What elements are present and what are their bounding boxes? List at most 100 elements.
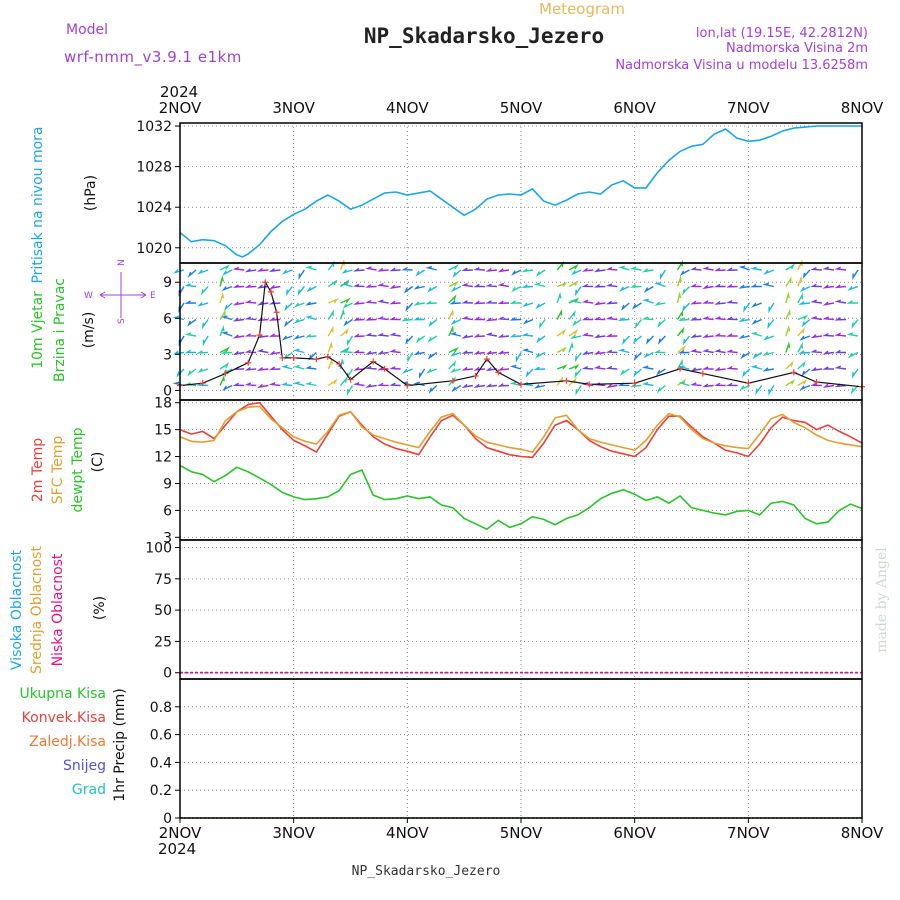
wind-barb bbox=[509, 317, 522, 321]
wind-barb bbox=[569, 298, 582, 304]
x-tick-label-top: 6NOV bbox=[613, 99, 656, 117]
wind-barb bbox=[785, 341, 791, 353]
lonlat-label: lon,lat (19.15E, 42.2812N) bbox=[696, 26, 868, 41]
y-tick-label: 3 bbox=[163, 530, 172, 546]
wind-barb bbox=[405, 335, 414, 345]
cloud-unit: (%) bbox=[92, 596, 108, 620]
wind-barb bbox=[461, 316, 473, 321]
wind-barb bbox=[605, 365, 618, 370]
y-tick-label: 0 bbox=[163, 666, 172, 682]
wind-barb bbox=[574, 352, 582, 363]
wind-barb bbox=[449, 300, 461, 305]
footer-station: NP_Skadarsko_Jezero bbox=[352, 864, 501, 879]
wind-gust-marker bbox=[279, 354, 286, 361]
compass-n: N bbox=[117, 259, 127, 266]
wind-barb bbox=[221, 331, 233, 337]
wind-barb bbox=[740, 351, 751, 360]
wind-barb bbox=[834, 317, 847, 321]
wind-barb bbox=[389, 316, 401, 321]
wind-barb bbox=[556, 281, 568, 288]
wind-barb bbox=[402, 368, 413, 374]
wind-barb bbox=[339, 376, 348, 386]
wind-barb bbox=[763, 335, 775, 341]
wind-barb bbox=[413, 316, 425, 321]
wind-barb bbox=[389, 332, 401, 337]
wind-barb bbox=[797, 314, 809, 321]
wind-barb bbox=[485, 383, 497, 388]
sfc-temp-line bbox=[179, 405, 863, 454]
wind-barb bbox=[676, 326, 685, 337]
wind-barb bbox=[851, 319, 859, 330]
y-tick-label: 1028 bbox=[136, 160, 172, 176]
wind-barb bbox=[448, 264, 459, 271]
wind-barb bbox=[352, 349, 365, 354]
wind-barb bbox=[593, 284, 606, 288]
wind-barb bbox=[659, 269, 666, 281]
wind-barb bbox=[497, 366, 510, 371]
y-tick-label: 18 bbox=[154, 396, 172, 412]
wind-barb bbox=[449, 332, 461, 337]
wind-barb bbox=[389, 267, 401, 272]
wind-barb bbox=[257, 301, 269, 306]
dewpt-label: dewpt Temp bbox=[70, 427, 86, 512]
wind-barb bbox=[571, 269, 582, 276]
top-time-axis: 2NOV 3NOV 4NOV 5NOV 6NOV 7NOV 8NOV bbox=[159, 99, 884, 117]
dewpt-line bbox=[179, 464, 863, 531]
wind-barb bbox=[376, 332, 389, 337]
wind-barb bbox=[851, 368, 859, 379]
y-tick-label: 6 bbox=[163, 311, 172, 327]
wind-barb bbox=[801, 318, 811, 328]
wind-barb bbox=[539, 319, 546, 330]
wind-barb bbox=[172, 315, 185, 321]
wind-barb bbox=[657, 318, 666, 328]
wind-barb bbox=[785, 308, 791, 320]
wind-barb bbox=[184, 332, 197, 337]
wind-barb bbox=[280, 382, 293, 387]
wind-barb bbox=[822, 350, 834, 355]
wind-barb bbox=[641, 381, 654, 387]
wind-barb bbox=[629, 383, 642, 388]
wind-barb bbox=[328, 279, 338, 288]
wind-barb bbox=[556, 291, 562, 304]
wind-barb bbox=[220, 350, 233, 354]
wind-barb bbox=[714, 382, 726, 387]
wind-barb bbox=[768, 302, 775, 314]
wind-barb bbox=[448, 294, 457, 304]
wind-barb bbox=[219, 264, 231, 271]
y-tick-label: 0 bbox=[163, 811, 172, 827]
wind-barb bbox=[654, 301, 666, 306]
wind-barb bbox=[450, 368, 462, 373]
wind-barb bbox=[515, 352, 522, 363]
wind-barb bbox=[485, 300, 497, 304]
wind-barb bbox=[200, 286, 209, 296]
wind-barb bbox=[448, 280, 459, 288]
wind-gust-marker bbox=[813, 378, 820, 385]
wind-barb bbox=[714, 316, 726, 321]
wind-barb bbox=[232, 284, 245, 288]
wind-gust-marker bbox=[262, 279, 269, 286]
wind-barb bbox=[633, 335, 642, 344]
wind-barb bbox=[365, 299, 377, 304]
wind-barb bbox=[187, 269, 197, 278]
wind-barb bbox=[682, 302, 691, 312]
wind-barb bbox=[244, 268, 257, 273]
wind-barb bbox=[327, 260, 335, 271]
wind-barb bbox=[219, 291, 225, 304]
compass-w: W bbox=[84, 291, 93, 301]
wind-barb bbox=[450, 285, 462, 293]
wind-barb bbox=[448, 308, 454, 320]
wind-barb bbox=[846, 332, 859, 337]
wind-gust-marker bbox=[290, 354, 297, 361]
wind-gust-marker bbox=[745, 380, 752, 387]
wind-barb bbox=[308, 351, 317, 361]
wind-gust-marker bbox=[472, 372, 479, 379]
wind-barb bbox=[536, 335, 546, 344]
grid-layer bbox=[180, 123, 862, 819]
wind-barb bbox=[605, 349, 618, 354]
wind-barb bbox=[702, 266, 714, 271]
wind-barb bbox=[798, 301, 810, 305]
wind-gust-marker bbox=[222, 370, 229, 377]
wind-barb bbox=[352, 283, 365, 288]
wind-barb bbox=[822, 301, 835, 306]
wind-barb bbox=[702, 300, 714, 304]
